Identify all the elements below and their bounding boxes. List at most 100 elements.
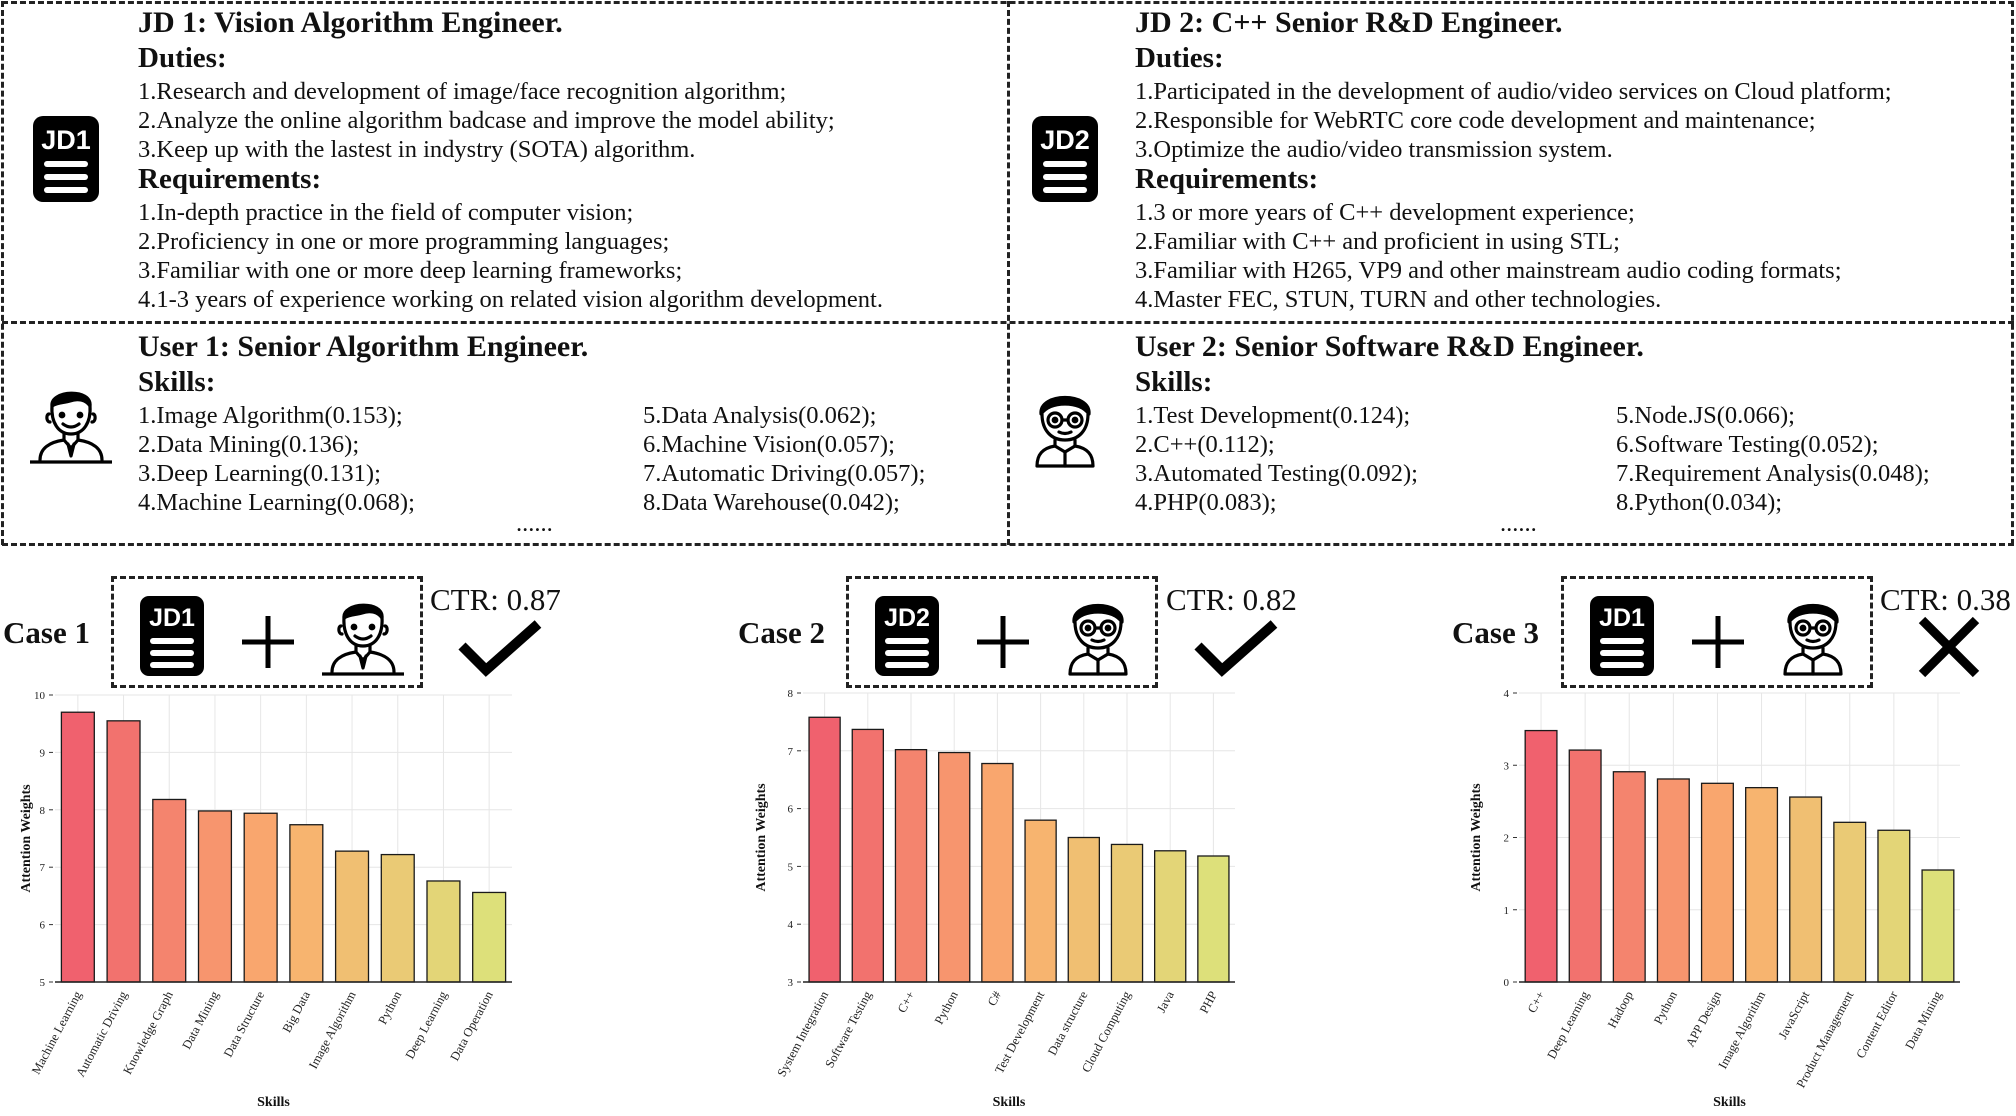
user-2-avatar-icon — [1068, 603, 1128, 676]
jd1-duty: 2.Analyze the online algorithm badcase a… — [138, 107, 835, 134]
bar — [894, 748, 928, 983]
x-tick-label: Data Structure — [221, 988, 268, 1059]
user2-skill: 7.Requirement Analysis(0.048); — [1616, 460, 1930, 487]
x-tick-label: Python — [932, 988, 961, 1027]
bar — [1612, 771, 1646, 983]
jd-icon-label: JD1 — [149, 604, 195, 632]
bar — [60, 711, 95, 983]
x-tick-label: System Integration — [774, 988, 831, 1079]
user1-title: User 1: Senior Algorithm Engineer. — [138, 330, 589, 363]
x-tick-label: Java — [1154, 988, 1177, 1015]
x-tick-label: Software Testing — [822, 988, 874, 1070]
bar — [808, 716, 841, 983]
bar — [106, 720, 141, 983]
case-label: Case 3 — [1452, 615, 1539, 650]
x-axis-title: Skills — [993, 1095, 1026, 1110]
x-tick-label: Image Algorithm — [306, 989, 359, 1072]
jd2-requirement: 1.3 or more years of C++ development exp… — [1135, 199, 1635, 226]
user-2-avatar-icon — [1783, 603, 1843, 676]
jd-icon-label: JD1 — [41, 125, 91, 155]
bar — [937, 751, 971, 983]
y-tick-label: 8 — [40, 805, 46, 817]
x-tick-label: Python — [1651, 988, 1680, 1027]
jd1-duties-heading: Duties: — [138, 42, 227, 74]
x-tick-label: C++ — [895, 989, 918, 1015]
x-tick-label: Knowledge Graph — [120, 988, 176, 1076]
y-tick-label: 8 — [788, 690, 794, 700]
jd1-requirement: 1.In-depth practice in the field of comp… — [138, 199, 634, 226]
x-tick-label: PHP — [1197, 989, 1220, 1016]
jd2-title: JD 2: C++ Senior R&D Engineer. — [1135, 6, 1563, 39]
x-tick-label: Deep Learning — [403, 988, 451, 1061]
jd-document-icon: JD2 — [1032, 116, 1098, 202]
user1-skill: 1.Image Algorithm(0.153); — [138, 402, 403, 429]
user1-skill: 3.Deep Learning(0.131); — [138, 460, 381, 487]
divider — [2011, 1, 2014, 545]
x-tick-label: JavaScript — [1775, 988, 1812, 1041]
ctr-value: CTR: 0.82 — [1166, 582, 1297, 617]
bar — [1110, 843, 1144, 983]
jd-icon-label: JD2 — [884, 604, 930, 632]
x-tick-label: Deep Learning — [1544, 988, 1592, 1061]
jd2-requirements-heading: Requirements: — [1135, 163, 1319, 195]
jd1-requirement: 3.Familiar with one or more deep learnin… — [138, 257, 683, 284]
user-1-avatar-icon — [322, 603, 404, 676]
bar — [1789, 796, 1823, 983]
attention-chart-case-1: 5 6 7 8 9 10 Machine Learning Automatic Driving… — [0, 690, 520, 1116]
x-tick-label: Data Operation — [447, 988, 496, 1063]
bar — [472, 891, 507, 983]
bar — [1153, 850, 1187, 983]
bar — [1745, 786, 1779, 983]
bar — [152, 798, 187, 983]
x-tick-label: Data Mining — [1902, 988, 1945, 1051]
user2-skill: 2.C++(0.112); — [1135, 431, 1275, 458]
y-tick-label: 4 — [1504, 690, 1510, 700]
divider — [1, 1, 4, 545]
jd1-requirement: 2.Proficiency in one or more programming… — [138, 228, 670, 255]
user2-ellipsis: ...... — [1500, 510, 1537, 537]
bar — [981, 762, 1014, 983]
bar — [289, 824, 324, 983]
bar — [1024, 819, 1057, 983]
y-tick-label: 4 — [788, 919, 794, 931]
user1-skills-heading: Skills: — [138, 366, 216, 398]
bar — [1833, 821, 1867, 983]
user2-skill: 1.Test Development(0.124); — [1135, 402, 1411, 429]
y-tick-label: 3 — [1504, 760, 1510, 772]
jd-document-icon: JD2 — [875, 596, 939, 676]
y-tick-label: 6 — [40, 920, 46, 932]
jd2-duties-heading: Duties: — [1135, 42, 1224, 74]
x-axis-title: Skills — [1713, 1095, 1746, 1110]
combo-box — [1561, 576, 1873, 688]
user-2-avatar-icon — [1035, 395, 1095, 468]
check-icon — [1194, 620, 1278, 677]
bar — [426, 880, 461, 983]
jd-document-icon: JD1 — [140, 596, 204, 676]
x-tick-label: Machine Learning — [29, 988, 85, 1076]
x-tick-label: Content Editor — [1853, 988, 1900, 1061]
user1-skill: 7.Automatic Driving(0.057); — [643, 460, 926, 487]
user1-skill: 8.Data Warehouse(0.042); — [643, 489, 900, 516]
x-tick-label: Image Algorithm — [1716, 989, 1769, 1072]
bar — [334, 850, 370, 983]
x-tick-label: C# — [985, 988, 1005, 1008]
plus-icon — [977, 616, 1029, 668]
jd1-duty: 1.Research and development of image/face… — [138, 78, 787, 105]
attention-chart-case-2: 3 4 5 6 7 8 System Integration Software Testing… — [735, 688, 1255, 1116]
x-tick-label: Big Data — [280, 988, 314, 1035]
x-tick-label: Data structure — [1045, 988, 1091, 1057]
bar — [1067, 836, 1101, 983]
combo-box — [111, 576, 423, 688]
divider — [1007, 1, 1010, 545]
user-1-avatar-icon — [30, 391, 112, 464]
bar — [851, 728, 885, 983]
user1-ellipsis: ...... — [516, 510, 553, 537]
jd-document-icon: JD1 — [33, 116, 99, 202]
bar — [1568, 749, 1602, 983]
user1-skill: 5.Data Analysis(0.062); — [643, 402, 877, 429]
y-axis-title: Attention Weights — [19, 784, 34, 893]
x-axis-title: Skills — [257, 1095, 290, 1110]
x-tick-label: Python — [375, 988, 404, 1027]
user2-skill: 6.Software Testing(0.052); — [1616, 431, 1879, 458]
